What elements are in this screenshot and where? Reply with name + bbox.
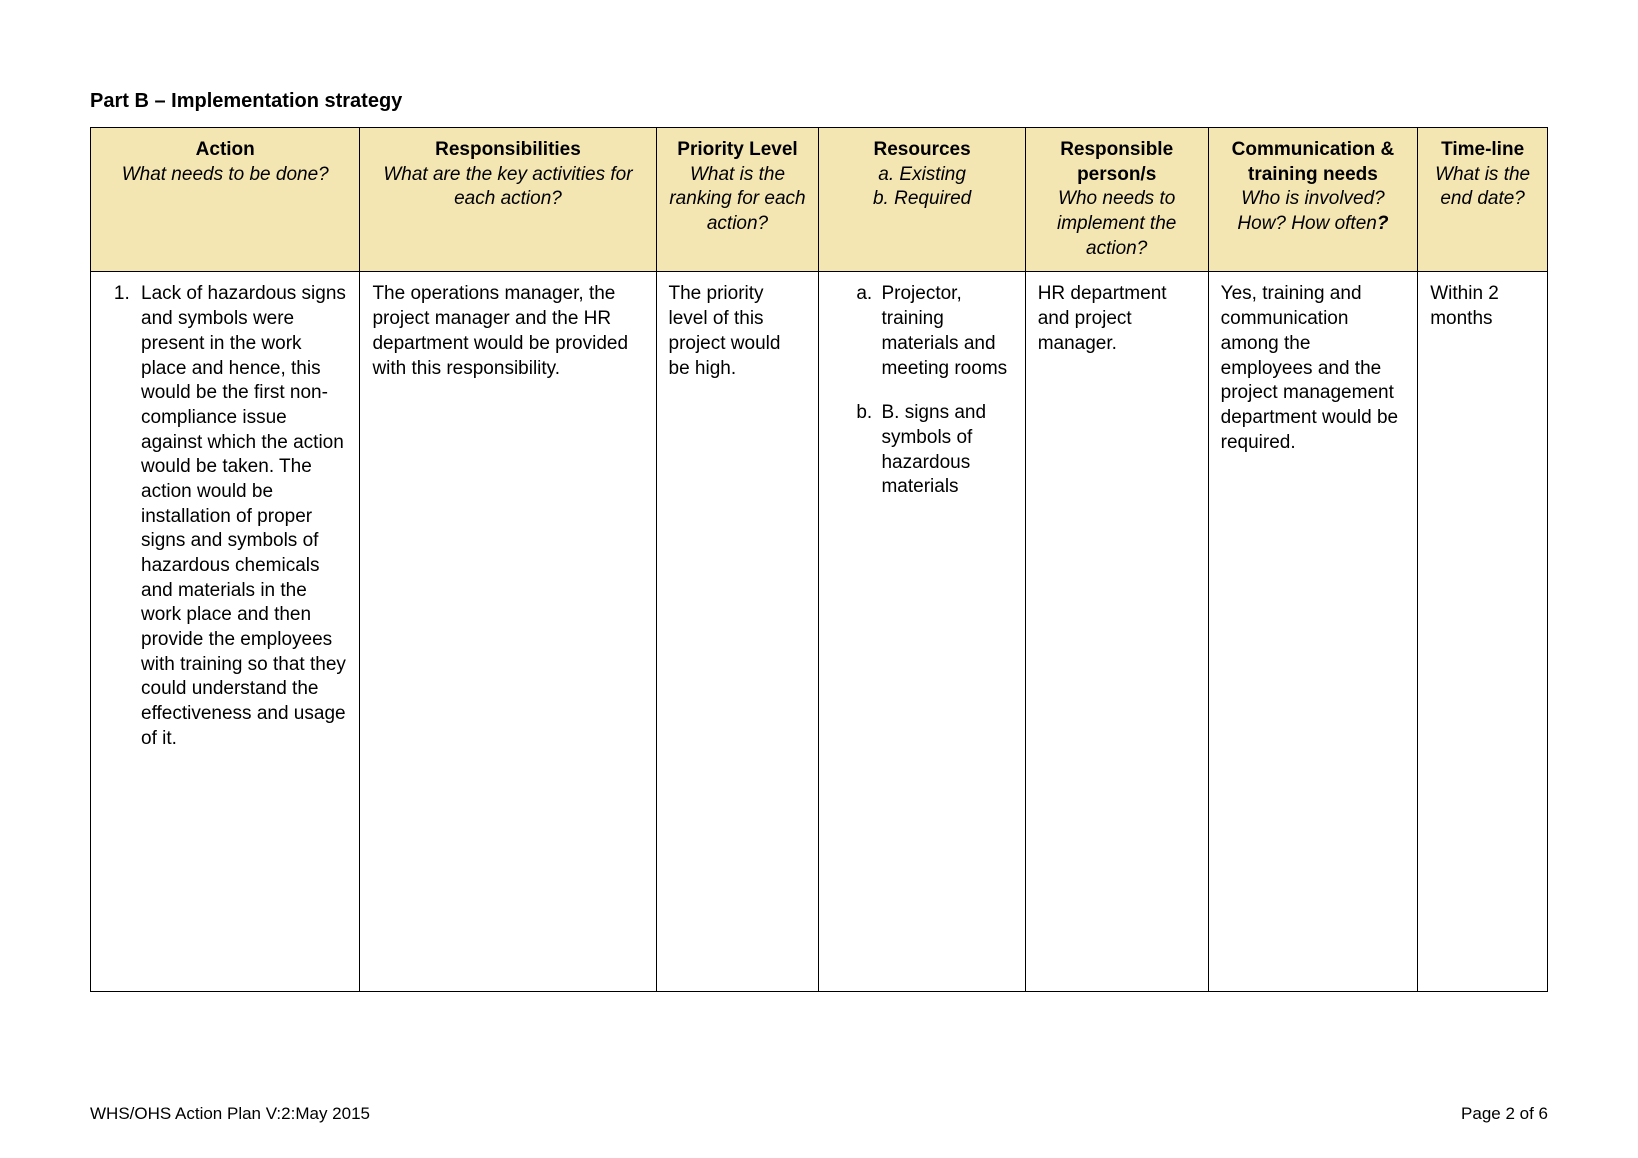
footer-right: Page 2 of 6 [1461,1104,1548,1124]
resources-item-a: Projector, training materials and meetin… [877,282,1012,381]
footer-left: WHS/OHS Action Plan V:2:May 2015 [90,1104,370,1124]
header-communication-sub-q: ? [1377,213,1389,234]
header-responsible-title: Responsible person/s [1038,138,1196,187]
action-list: Lack of hazardous signs and symbols were… [107,282,347,751]
resources-list: Projector, training materials and meetin… [831,282,1012,500]
header-resources-sub-a: a. Existing [831,163,1012,188]
header-communication-sub: Who is involved? How? How often? [1221,187,1406,236]
header-action-sub: What needs to be done? [103,163,347,188]
action-item-1: Lack of hazardous signs and symbols were… [135,282,347,751]
header-resources-title: Resources [831,138,1012,163]
page-container: Part B – Implementation strategy Action … [0,0,1638,1158]
header-resources-sub-b: b. Required [831,187,1012,212]
page-footer: WHS/OHS Action Plan V:2:May 2015 Page 2 … [90,1104,1548,1124]
header-action-title: Action [103,138,347,163]
header-resources: Resources a. Existing b. Required [819,128,1025,272]
header-timeline: Time-line What is the end date? [1418,128,1548,272]
cell-responsibilities: The operations manager, the project mana… [360,272,656,992]
implementation-table: Action What needs to be done? Responsibi… [90,127,1548,992]
header-priority-sub: What is the ranking for each action? [669,163,807,237]
header-timeline-title: Time-line [1430,138,1535,163]
header-responsibilities-title: Responsibilities [372,138,643,163]
header-timeline-sub: What is the end date? [1430,163,1535,212]
header-responsibilities-sub: What are the key activities for each act… [372,163,643,212]
resources-item-b: B. signs and symbols of hazardous materi… [877,401,1012,500]
cell-timeline: Within 2 months [1418,272,1548,992]
table-row: Lack of hazardous signs and symbols were… [91,272,1548,992]
header-action: Action What needs to be done? [91,128,360,272]
header-responsible-sub: Who needs to implement the action? [1038,187,1196,261]
header-priority: Priority Level What is the ranking for e… [656,128,819,272]
header-priority-title: Priority Level [669,138,807,163]
header-responsibilities: Responsibilities What are the key activi… [360,128,656,272]
cell-responsible: HR department and project manager. [1025,272,1208,992]
header-communication-title: Communication & training needs [1221,138,1406,187]
cell-communication: Yes, training and communication among th… [1208,272,1418,992]
header-row: Action What needs to be done? Responsibi… [91,128,1548,272]
section-title: Part B – Implementation strategy [90,90,1548,113]
header-responsible: Responsible person/s Who needs to implem… [1025,128,1208,272]
header-communication: Communication & training needs Who is in… [1208,128,1418,272]
header-communication-sub-text: Who is involved? How? How often [1237,188,1384,234]
cell-resources: Projector, training materials and meetin… [819,272,1025,992]
cell-action: Lack of hazardous signs and symbols were… [91,272,360,992]
cell-priority: The priority level of this project would… [656,272,819,992]
